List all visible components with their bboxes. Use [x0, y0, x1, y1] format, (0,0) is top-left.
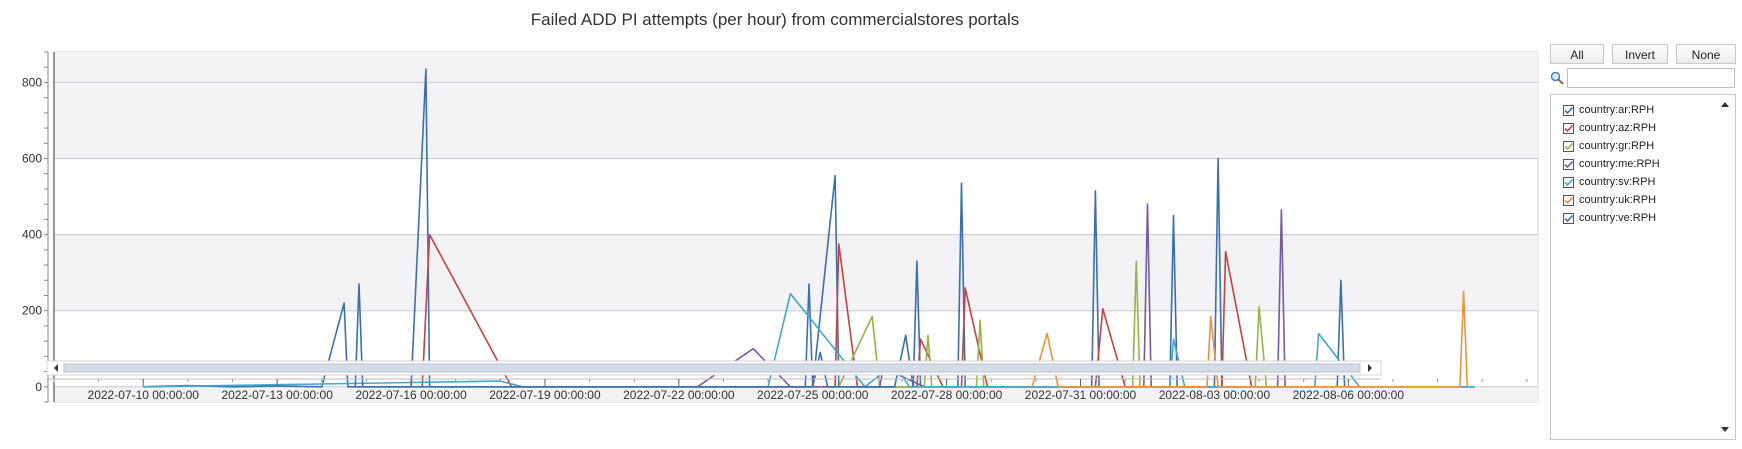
legend-label: country:me:RPH — [1579, 158, 1660, 170]
x-tick-label: 2022-07-25 00:00:00 — [757, 388, 869, 402]
x-tick-label: 2022-08-06 00:00:00 — [1293, 388, 1405, 402]
scroll-right-icon — [1368, 364, 1372, 372]
scroll-left-icon — [54, 364, 58, 372]
x-tick-label: 2022-07-10 00:00:00 — [88, 388, 200, 402]
scroll-up-icon[interactable] — [1721, 102, 1729, 107]
series-checkbox[interactable] — [1563, 158, 1574, 170]
invert-selection-button[interactable]: Invert — [1612, 44, 1668, 64]
y-tick-label: 800 — [22, 75, 42, 89]
legend-label: country:az:RPH — [1579, 122, 1657, 134]
series-line-country-uk-RPH — [1031, 290, 1469, 388]
series-checkbox[interactable] — [1563, 212, 1574, 224]
selection-buttons: All Invert None — [1550, 44, 1736, 66]
magnifier-icon — [1550, 71, 1564, 85]
grid-band — [54, 52, 1538, 83]
x-tick-label: 2022-07-16 00:00:00 — [355, 388, 467, 402]
legend-item[interactable]: country:me:RPH — [1563, 155, 1713, 173]
legend-label: country:gr:RPH — [1579, 140, 1655, 152]
x-tick-label: 2022-08-03 00:00:00 — [1159, 388, 1271, 402]
legend-list-box: country:ar:RPH country:az:RPH country:gr:R… — [1550, 94, 1736, 440]
y-tick-label: 0 — [35, 380, 42, 394]
series-line-country-ve-RPH — [354, 283, 914, 388]
x-tick-label: 2022-07-28 00:00:00 — [891, 388, 1003, 402]
x-scrollbar-thumb — [63, 363, 1361, 373]
legend-item[interactable]: country:az:RPH — [1563, 119, 1713, 137]
series-panel: All Invert None country:ar:RPH country:az… — [1547, 44, 1737, 441]
chart-canvas: 0 200 400 600 800 2022-07-10 00:00:00 2022-07-… — [22, 51, 1539, 403]
grid-band — [54, 386, 1538, 402]
legend-scrollbar[interactable] — [1718, 96, 1734, 438]
x-tick-label: 2022-07-22 00:00:00 — [623, 388, 735, 402]
series-line-country-ar-RPH — [143, 68, 1475, 388]
select-all-button[interactable]: All — [1550, 44, 1604, 64]
series-checkbox[interactable] — [1563, 194, 1574, 206]
legend-item[interactable]: country:ve:RPH — [1563, 209, 1713, 227]
y-tick-label: 200 — [22, 304, 42, 318]
grid-band — [54, 82, 1538, 159]
series-checkbox[interactable] — [1563, 122, 1574, 134]
legend-item[interactable]: country:gr:RPH — [1563, 137, 1713, 155]
series-checkbox[interactable] — [1563, 104, 1574, 116]
chart-title: Failed ADD PI attempts (per hour) from c… — [530, 10, 1020, 29]
x-tick-label: 2022-07-19 00:00:00 — [489, 388, 601, 402]
series-search-input[interactable] — [1567, 68, 1735, 88]
series-search — [1550, 68, 1736, 90]
y-tick-label: 600 — [22, 152, 42, 166]
y-tick-label: 400 — [22, 228, 42, 242]
x-tick-label: 2022-07-31 00:00:00 — [1025, 388, 1137, 402]
legend-item[interactable]: country:uk:RPH — [1563, 191, 1713, 209]
legend-label: country:uk:RPH — [1579, 194, 1657, 206]
legend-label: country:sv:RPH — [1579, 176, 1656, 188]
legend-label: country:ar:RPH — [1579, 104, 1655, 116]
select-none-button[interactable]: None — [1676, 44, 1736, 64]
legend-item[interactable]: country:ar:RPH — [1563, 101, 1713, 119]
grid-band — [54, 234, 1538, 311]
series-checkbox[interactable] — [1563, 140, 1574, 152]
x-tick-label: 2022-07-13 00:00:00 — [221, 388, 333, 402]
legend-label: country:ve:RPH — [1579, 212, 1657, 224]
series-checkbox[interactable] — [1563, 176, 1574, 188]
scroll-down-icon[interactable] — [1721, 427, 1729, 432]
legend-item[interactable]: country:sv:RPH — [1563, 173, 1713, 191]
legend-list: country:ar:RPH country:az:RPH country:gr:R… — [1563, 101, 1713, 227]
